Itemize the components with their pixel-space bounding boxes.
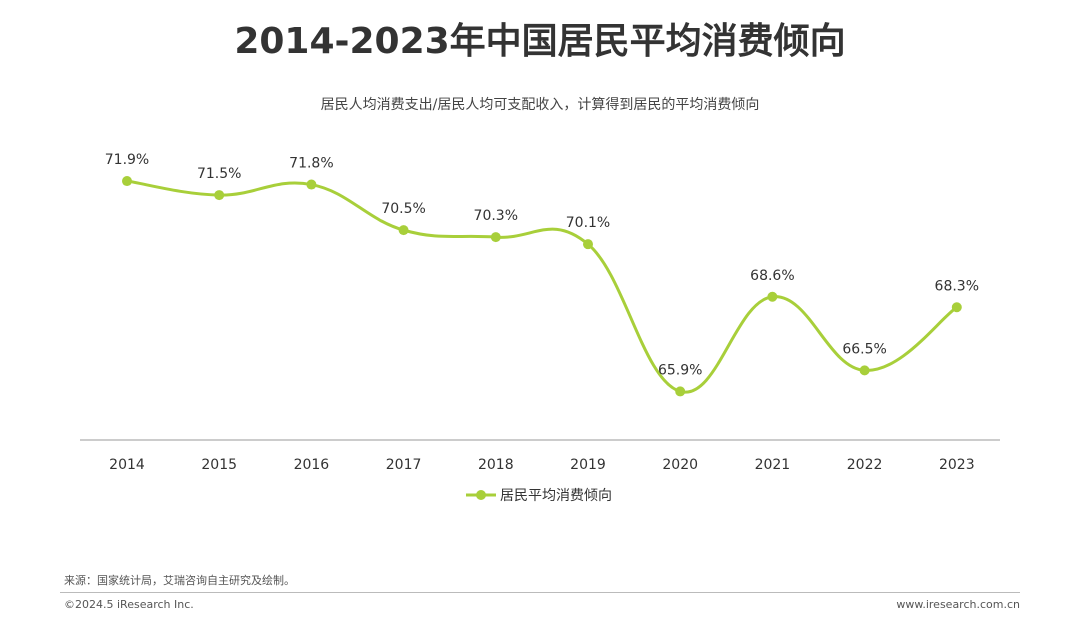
data-point	[306, 179, 317, 190]
data-label: 70.5%	[381, 201, 425, 217]
data-point	[583, 239, 593, 250]
legend-marker	[476, 490, 486, 500]
data-label: 68.6%	[750, 268, 794, 284]
data-point	[767, 291, 778, 302]
x-tick-label: 2019	[570, 457, 606, 473]
legend: 居民平均消费倾向	[466, 488, 612, 504]
data-point	[490, 232, 501, 243]
x-tick-label: 2016	[294, 457, 330, 473]
x-tick-label: 2022	[847, 457, 883, 473]
footer-divider	[60, 592, 1020, 593]
data-label: 71.9%	[105, 152, 149, 168]
copyright: ©2024.5 iResearch Inc.	[64, 598, 194, 611]
x-tick-label: 2021	[755, 457, 791, 473]
points-group	[122, 176, 962, 397]
x-tick-label: 2020	[662, 457, 698, 473]
chart-subtitle: 居民人均消费支出/居民人均可支配收入，计算得到居民的平均消费倾向	[320, 97, 760, 113]
source-note: 来源：国家统计局，艾瑞咨询自主研究及绘制。	[64, 574, 295, 587]
x-tick-label: 2023	[939, 457, 975, 473]
x-tick-label: 2017	[386, 457, 422, 473]
data-labels-group: 71.9% 71.5% 71.8% 70.5% 70.3% 70.1% 65.9% 68.6%…	[105, 152, 979, 378]
legend-label: 居民平均消费倾向	[500, 488, 612, 504]
data-label: 65.9%	[658, 362, 702, 378]
series-line	[125, 179, 959, 394]
data-point	[951, 302, 962, 313]
data-label: 68.3%	[935, 278, 979, 294]
website-link[interactable]: www.iresearch.com.cn	[896, 598, 1020, 611]
data-point	[214, 190, 225, 201]
data-label: 71.5%	[197, 166, 241, 182]
x-tick-label: 2015	[201, 457, 237, 473]
chart-title: 2014-2023年中国居民平均消费倾向	[234, 21, 846, 62]
data-label: 70.3%	[474, 208, 518, 224]
data-point	[122, 176, 132, 187]
x-tick-label: 2018	[478, 457, 514, 473]
x-tick-labels-group: 2014 2015 2016 2017 2018 2019 2020 2021 2022 2023	[109, 457, 974, 473]
data-point	[675, 386, 686, 397]
data-point	[859, 365, 870, 376]
data-point	[398, 225, 409, 236]
data-label: 70.1%	[566, 215, 610, 231]
x-tick-label: 2014	[109, 457, 145, 473]
data-label: 71.8%	[289, 156, 333, 172]
data-label: 66.5%	[842, 341, 886, 357]
